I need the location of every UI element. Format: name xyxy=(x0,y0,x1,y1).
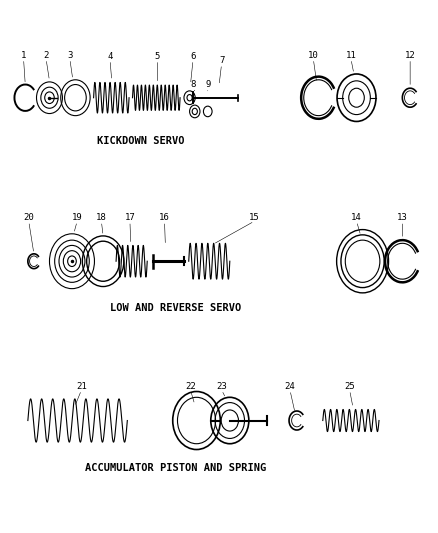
Text: 20: 20 xyxy=(23,214,34,222)
Text: 6: 6 xyxy=(191,52,196,61)
Text: 19: 19 xyxy=(72,214,82,222)
Text: 5: 5 xyxy=(155,52,160,61)
Text: 16: 16 xyxy=(159,214,170,222)
Text: LOW AND REVERSE SERVO: LOW AND REVERSE SERVO xyxy=(110,303,241,313)
Text: 25: 25 xyxy=(344,382,355,391)
Text: 23: 23 xyxy=(216,382,227,391)
Text: 2: 2 xyxy=(43,51,49,60)
Text: 12: 12 xyxy=(405,51,416,60)
Text: 22: 22 xyxy=(185,382,196,391)
Text: KICKDOWN SERVO: KICKDOWN SERVO xyxy=(97,136,185,146)
Text: 18: 18 xyxy=(96,214,107,222)
Text: 21: 21 xyxy=(76,382,87,391)
Text: 10: 10 xyxy=(308,51,319,60)
Text: 14: 14 xyxy=(351,214,362,222)
Text: 3: 3 xyxy=(67,51,73,60)
Text: ACCUMULATOR PISTON AND SPRING: ACCUMULATOR PISTON AND SPRING xyxy=(85,463,266,473)
Text: 17: 17 xyxy=(124,214,135,222)
Text: 11: 11 xyxy=(346,51,356,60)
Text: 4: 4 xyxy=(107,52,113,61)
Text: 9: 9 xyxy=(205,80,210,89)
Text: 24: 24 xyxy=(285,382,295,391)
Text: 15: 15 xyxy=(249,214,260,222)
Text: 8: 8 xyxy=(191,80,196,89)
Text: 1: 1 xyxy=(21,51,26,60)
Text: 13: 13 xyxy=(397,214,408,222)
Text: 7: 7 xyxy=(219,56,224,66)
